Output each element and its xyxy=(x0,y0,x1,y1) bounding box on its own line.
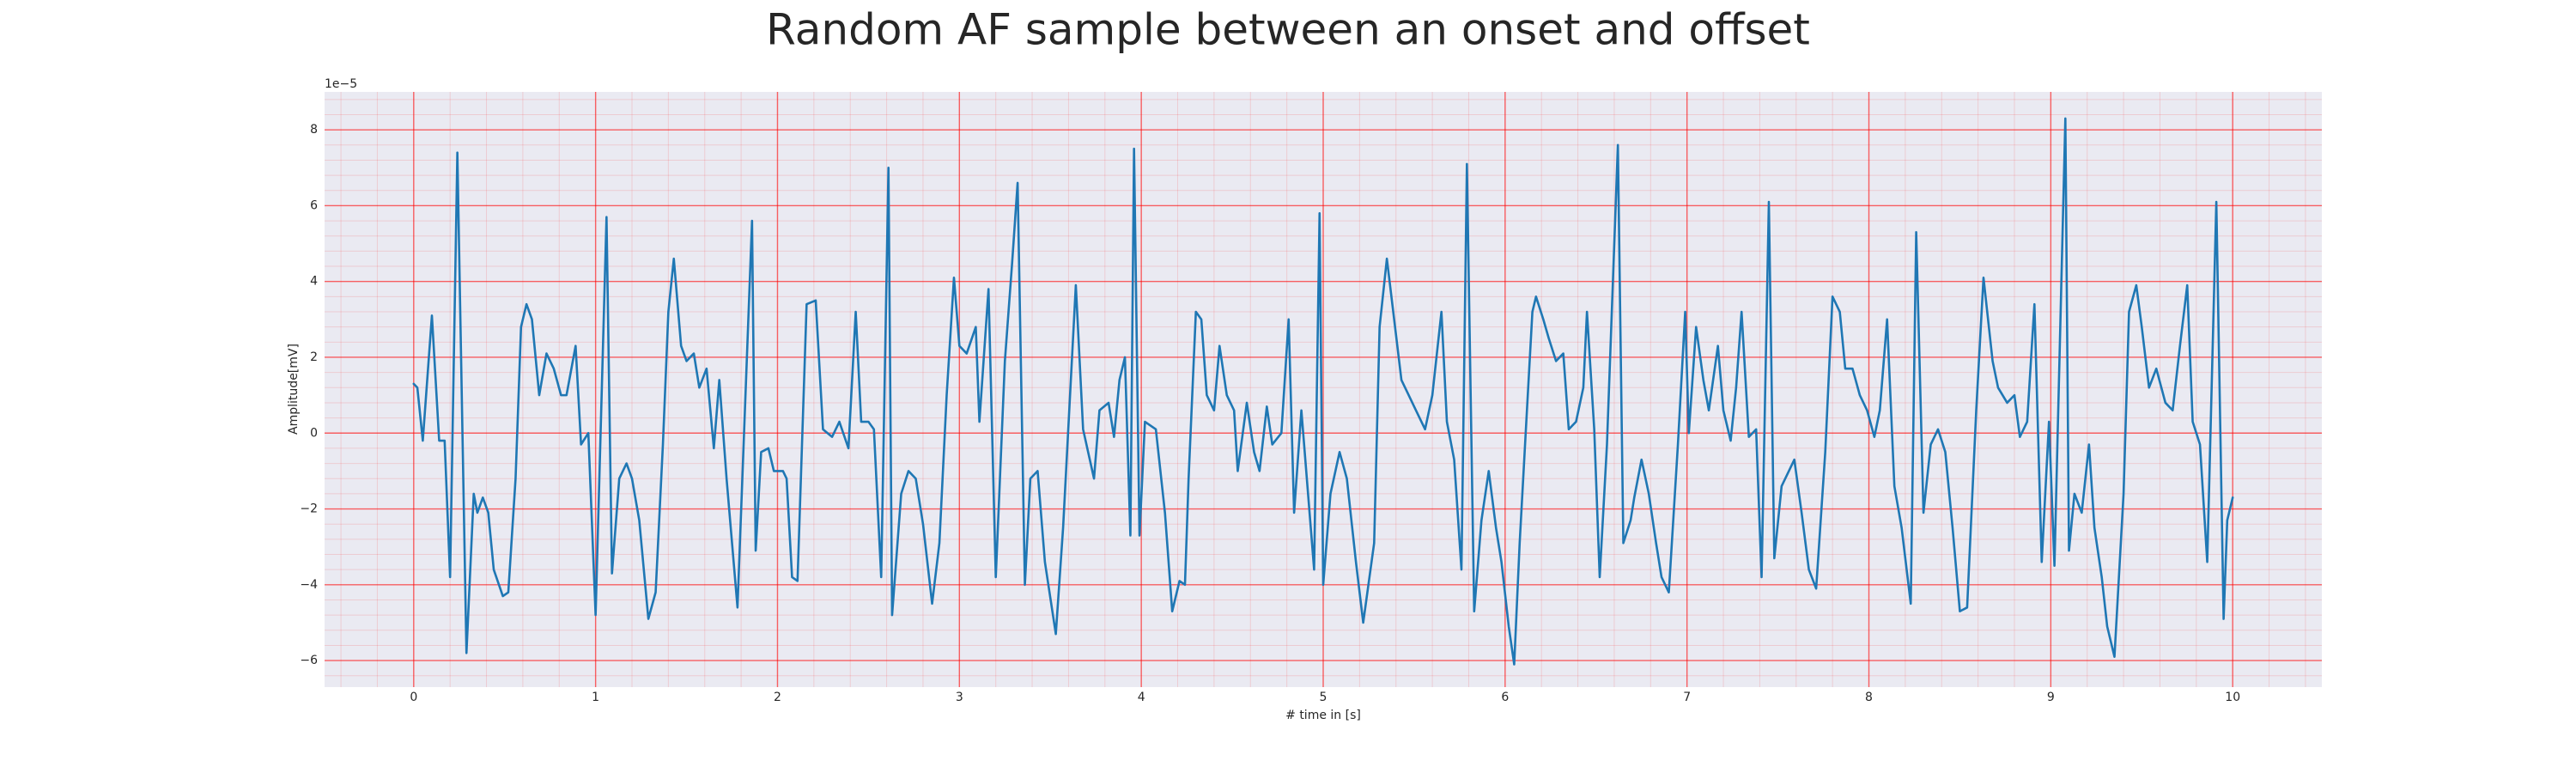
y-tick-label: 0 xyxy=(310,426,318,440)
y-tick-label: 4 xyxy=(310,275,318,289)
x-axis-label: # time in [s] xyxy=(1285,709,1361,722)
signal-line xyxy=(412,117,2234,666)
y-offset-label: 1e−5 xyxy=(325,77,357,91)
data-lines xyxy=(412,117,2234,666)
y-tick-label: −4 xyxy=(300,578,318,592)
labels: 0 1 2 3 4 5 6 7 8 9 10 −6 −4 −2 0 2 4 6 8 xyxy=(300,123,2240,704)
x-tick-label: 10 xyxy=(2225,691,2240,704)
x-tick-label: 3 xyxy=(956,691,963,704)
x-tick-label: 6 xyxy=(1501,691,1509,704)
y-axis-label: Amplitude[mV] xyxy=(287,344,301,435)
x-tick-label: 2 xyxy=(774,691,781,704)
x-tick-label: 5 xyxy=(1320,691,1327,704)
x-tick-label: 0 xyxy=(410,691,417,704)
y-tick-label: 8 xyxy=(310,123,318,137)
x-tick-label: 9 xyxy=(2047,691,2055,704)
x-tick-label: 1 xyxy=(592,691,599,704)
x-tick-label: 8 xyxy=(1865,691,1873,704)
y-tick-label: 2 xyxy=(310,350,318,364)
chart-title: Random AF sample between an onset and of… xyxy=(766,5,1810,55)
x-tick-label: 4 xyxy=(1138,691,1145,704)
grid xyxy=(325,92,2322,687)
x-tick-label: 7 xyxy=(1683,691,1691,704)
y-tick-label: −2 xyxy=(300,502,318,516)
y-tick-label: 6 xyxy=(310,198,318,212)
y-tick-label: −6 xyxy=(300,654,318,667)
